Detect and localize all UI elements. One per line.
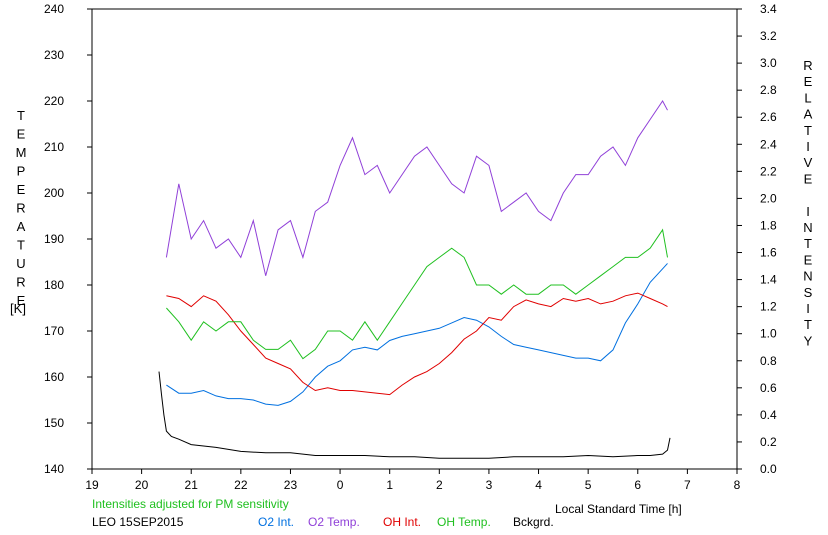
legend: O2 Int. O2 Temp. OH Int. OH Temp. Bckgrd… (258, 515, 554, 529)
y-right-label-letter: T (804, 236, 812, 251)
x-tick-label: 21 (185, 478, 199, 492)
y-axis-left-unit: [K] (10, 301, 26, 316)
x-tick-label: 4 (535, 478, 542, 492)
series-line-oh-temp (166, 228, 668, 360)
y-right-label-letter: T (804, 317, 812, 332)
pm-sensitivity-note: Intensities adjusted for PM sensitivity (92, 497, 289, 511)
y-left-label-letter: R (16, 275, 25, 290)
y-left-label-letter: A (17, 219, 26, 234)
legend-item-bckgrd: Bckgrd. (513, 515, 554, 529)
y-left-label-letter: M (16, 145, 27, 160)
y-right-tick-label: 1.4 (760, 273, 777, 287)
y-right-label-letter: S (804, 285, 813, 300)
y-right-label-letter: L (804, 90, 811, 105)
y-left-label-letter: U (16, 256, 25, 271)
x-tick-label: 0 (337, 478, 344, 492)
y-left-tick-label: 210 (44, 140, 64, 154)
y-right-tick-label: 0.6 (760, 381, 777, 395)
y-right-label-letter: I (806, 301, 810, 316)
x-tick-label: 20 (135, 478, 149, 492)
y-left-tick-label: 220 (44, 94, 64, 108)
y-left-tick-label: 150 (44, 416, 64, 430)
y-left-tick-label: 160 (44, 370, 64, 384)
y-left-tick-label: 170 (44, 324, 64, 338)
legend-item-oh-temp: OH Temp. (437, 515, 491, 529)
series-layer (158, 100, 671, 459)
y-right-tick-label: 0.4 (760, 408, 777, 422)
y-right-label-letter: E (804, 74, 813, 89)
y-right-tick-label: 2.2 (760, 164, 777, 178)
y-right-label-letter: Y (804, 333, 813, 348)
station-date-label: LEO 15SEP2015 (92, 515, 184, 529)
y-right-label-letter: V (804, 155, 813, 170)
y-right-label-letter: N (803, 269, 812, 284)
x-tick-label: 3 (486, 478, 493, 492)
y-left-label-letter: T (17, 108, 25, 123)
x-axis-label: Local Standard Time [h] (555, 502, 682, 516)
y-left-label-letter: E (17, 127, 26, 142)
y-right-label-letter: T (804, 123, 812, 138)
y-right-label-letter: R (803, 58, 812, 73)
series-line-o2-temp (165, 100, 668, 276)
ticks-layer: 19 20 21 22 23 0 1 2 3 4 5 6 7 8140150160170180190200… (44, 2, 777, 492)
y-right-tick-label: 3.2 (760, 29, 777, 43)
y-right-tick-label: 2.4 (760, 137, 777, 151)
y-right-tick-label: 1.0 (760, 327, 777, 341)
y-right-tick-label: 3.4 (760, 2, 777, 16)
legend-item-o2-int: O2 Int. (258, 515, 294, 529)
y-left-tick-label: 230 (44, 48, 64, 62)
y-left-tick-label: 140 (44, 462, 64, 476)
x-tick-label: 1 (386, 478, 393, 492)
plot-frame (91, 8, 738, 470)
y-left-tick-label: 200 (44, 186, 64, 200)
y-right-label-letter: I (806, 204, 810, 219)
series-line-bckgrd (158, 371, 671, 459)
y-right-tick-label: 1.2 (760, 300, 777, 314)
y-right-label-letter: A (804, 107, 813, 122)
y-right-label-letter: E (804, 171, 813, 186)
x-tick-label: 23 (284, 478, 298, 492)
y-right-tick-label: 2.0 (760, 191, 777, 205)
y-right-tick-label: 2.6 (760, 110, 777, 124)
y-right-tick-label: 2.8 (760, 83, 777, 97)
y-left-tick-label: 180 (44, 278, 64, 292)
y-left-label-letter: T (17, 238, 25, 253)
x-tick-label: 8 (734, 478, 741, 492)
series-line-o2-int (166, 263, 668, 406)
y-right-tick-label: 1.8 (760, 218, 777, 232)
y-right-tick-label: 0.0 (760, 462, 777, 476)
legend-item-oh-int: OH Int. (383, 515, 421, 529)
y-right-tick-label: 0.8 (760, 354, 777, 368)
x-tick-label: 19 (85, 478, 99, 492)
x-tick-label: 2 (436, 478, 443, 492)
y-right-label-letter: N (803, 220, 812, 235)
y-right-label-letter: E (804, 252, 813, 267)
x-tick-label: 22 (234, 478, 248, 492)
y-left-label-letter: E (17, 182, 26, 197)
y-right-tick-label: 3.0 (760, 56, 777, 70)
y-left-label-letter: P (17, 164, 26, 179)
x-tick-label: 5 (585, 478, 592, 492)
y-right-tick-label: 0.2 (760, 435, 777, 449)
y-left-tick-label: 190 (44, 232, 64, 246)
y-left-label-letter: R (16, 201, 25, 216)
series-line-oh-int (166, 292, 668, 396)
y-right-label-letter: I (806, 139, 810, 154)
legend-item-o2-temp: O2 Temp. (308, 515, 360, 529)
y-left-label-letter: E (17, 293, 26, 308)
y-right-tick-label: 1.6 (760, 246, 777, 260)
x-tick-label: 6 (634, 478, 641, 492)
y-left-tick-label: 240 (44, 2, 64, 16)
x-tick-label: 7 (684, 478, 691, 492)
